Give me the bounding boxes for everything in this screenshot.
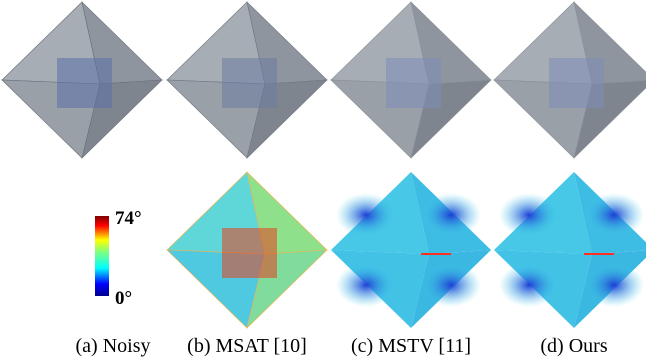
blue-region <box>336 263 396 307</box>
colorbar-max: 74° <box>115 208 142 229</box>
figure: 74° 0° (a) Noisy (b) MSAT [10] (c) MSTV … <box>0 0 646 362</box>
mesh-patch <box>549 58 604 108</box>
blue-region <box>421 263 481 307</box>
blue-region <box>584 193 644 237</box>
mesh-patch <box>222 58 277 108</box>
blue-region <box>499 263 559 307</box>
mesh-patch <box>222 228 277 278</box>
caption: (c) MSTV [11] <box>351 335 471 357</box>
caption: (b) MSAT [10] <box>187 335 307 357</box>
mesh-patch <box>386 58 441 108</box>
blue-region <box>499 193 559 237</box>
blue-region <box>584 263 644 307</box>
blue-region <box>421 193 481 237</box>
mesh-patch <box>57 58 112 108</box>
caption: (a) Noisy <box>76 335 151 357</box>
colorbar <box>95 216 109 296</box>
colorbar-min: 0° <box>115 288 132 309</box>
blue-region <box>336 193 396 237</box>
caption: (d) Ours <box>540 335 607 357</box>
